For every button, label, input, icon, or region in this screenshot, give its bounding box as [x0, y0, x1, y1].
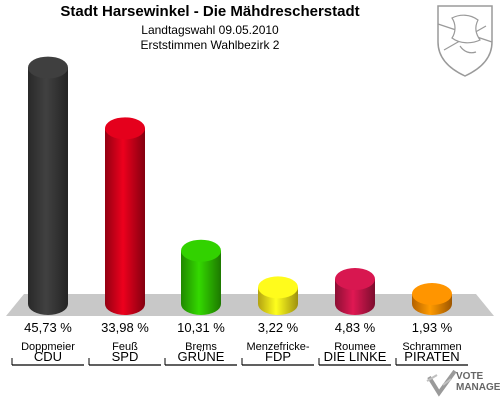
value-label: 3,22 % — [258, 320, 299, 335]
logo-line-vote: VOTE — [456, 371, 484, 382]
bar-top-1 — [105, 117, 145, 140]
bar-top-0 — [28, 56, 68, 79]
value-label: 10,31 % — [177, 320, 225, 335]
logo-line-manager: MANAGER — [456, 382, 500, 393]
party-label: CDU — [34, 349, 62, 364]
vote-manager-logo-icon — [426, 369, 457, 397]
vote-manager-logo: VOTE MANAGER — [456, 371, 500, 393]
party-label: PIRATEN — [404, 349, 459, 364]
party-label: DIE LINKE — [324, 349, 387, 364]
bar-spd — [105, 128, 145, 315]
bar-top-2 — [181, 239, 221, 262]
bar-top-4 — [335, 268, 375, 291]
bar-cdu — [28, 67, 68, 315]
bar-top-3 — [258, 276, 298, 299]
candidate-label: Roumee — [334, 341, 376, 353]
value-label: 1,93 % — [412, 320, 453, 335]
party-label: FDP — [265, 349, 291, 364]
bar-top-5 — [412, 283, 452, 306]
chart-subtitle-election: Landtagswahl 09.05.2010 — [141, 23, 279, 37]
candidate-label: Feuß — [112, 341, 138, 353]
value-label: 4,83 % — [335, 320, 376, 335]
candidate-label: Menzefricke- — [247, 341, 310, 353]
value-label: 45,73 % — [24, 320, 72, 335]
bar-gr-ne — [181, 250, 221, 315]
chart-subtitle-district: Erststimmen Wahlbezirk 2 — [140, 38, 280, 52]
coat-of-arms-icon — [437, 5, 493, 77]
candidate-label: Doppmeier — [21, 341, 75, 353]
party-label: GRÜNE — [178, 349, 225, 364]
party-label: SPD — [112, 349, 139, 364]
candidate-label: Brems — [185, 341, 217, 353]
chart-title: Stadt Harsewinkel - Die Mähdrescherstadt — [60, 3, 360, 20]
value-label: 33,98 % — [101, 320, 149, 335]
candidate-label: Schrammen — [402, 341, 461, 353]
